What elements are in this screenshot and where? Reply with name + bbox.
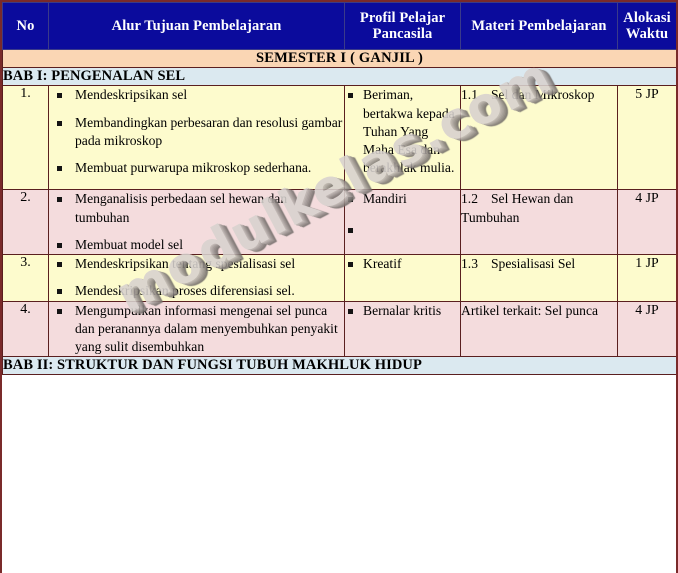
row-waktu-cell: 4 JP — [617, 189, 676, 256]
row-ppp-cell: Kreatif — [344, 254, 461, 302]
materi-text: Sel Hewan dan Tumbuhan — [461, 191, 574, 225]
row-waktu-cell: 5 JP — [617, 85, 676, 191]
row-ppp-cell: Beriman, bertakwa kepada Tuhan Yang Maha… — [344, 85, 461, 191]
list-item: Membandingkan perbesaran dan resolusi ga… — [49, 114, 344, 150]
list-item: Kreatif — [345, 255, 460, 273]
list-item: Mendeskripsikan proses diferensiasi sel. — [49, 282, 344, 300]
row-materi-cell: 1.3 Spesialisasi Sel — [460, 254, 618, 302]
materi-entry: 1.2 Sel Hewan dan Tumbuhan — [461, 190, 617, 227]
ppp-bullet-list: Bernalar kritis — [345, 302, 460, 320]
materi-entry: Artikel terkait: Sel punca — [461, 302, 617, 320]
ppp-bullet-list: Mandiri — [345, 190, 460, 233]
table-row: 3. Mendeskripsikan tentang spesialisasi … — [2, 254, 676, 302]
list-item: Mendeskripsikan tentang spesialisasi sel — [49, 255, 344, 273]
bab-1-row: BAB I: PENGENALAN SEL — [2, 67, 676, 87]
semester-band-row: SEMESTER I ( GANJIL ) — [2, 49, 676, 69]
table-header-row: No Alur Tujuan Pembelajaran Profil Pelaj… — [2, 2, 676, 51]
list-item: Bernalar kritis — [345, 302, 460, 320]
column-header-alur-tujuan-pembelajaran: Alur Tujuan Pembelajaran — [48, 2, 345, 51]
row-ppp-cell: Bernalar kritis — [344, 300, 461, 358]
list-item: Mengumpulkan informasi mengenai sel punc… — [49, 302, 344, 357]
bab-2-label: BAB II: STRUKTUR DAN FUNGSI TUBUH MAKHLU… — [2, 356, 676, 376]
column-header-no: No — [2, 2, 49, 51]
ppp-bullet-list: Kreatif — [345, 255, 460, 273]
row-waktu-cell: 4 JP — [617, 300, 676, 358]
row-number: 4. — [2, 300, 49, 358]
materi-text: Sel dan Mikroskop — [491, 87, 595, 103]
list-item: Membuat purwarupa mikroskop sederhana. — [49, 159, 344, 177]
list-item-empty — [345, 221, 460, 233]
table-row: 2. Menganalisis perbedaan sel hewan dan … — [2, 189, 676, 256]
column-header-alokasi-waktu: Alokasi Waktu — [617, 2, 676, 51]
materi-entry: 1.1 Sel dan Mikroskop — [461, 86, 617, 104]
materi-entry: 1.3 Spesialisasi Sel — [461, 255, 617, 273]
atp-bullet-list: Menganalisis perbedaan sel hewan dan tum… — [49, 190, 344, 254]
materi-number: 1.2 — [461, 191, 478, 207]
row-atp-cell: Mendeskripsikan sel Membandingkan perbes… — [48, 85, 345, 191]
atp-bullet-list: Mendeskripsikan sel Membandingkan perbes… — [49, 86, 344, 177]
row-ppp-cell: Mandiri — [344, 189, 461, 256]
row-waktu-cell: 1 JP — [617, 254, 676, 302]
ppp-bullet-list: Beriman, bertakwa kepada Tuhan Yang Maha… — [345, 86, 460, 177]
bab-2-row: BAB II: STRUKTUR DAN FUNGSI TUBUH MAKHLU… — [2, 356, 676, 376]
row-atp-cell: Mengumpulkan informasi mengenai sel punc… — [48, 300, 345, 358]
atp-bullet-list: Mendeskripsikan tentang spesialisasi sel… — [49, 255, 344, 300]
row-materi-cell: Artikel terkait: Sel punca — [460, 300, 618, 358]
materi-text: Spesialisasi Sel — [491, 256, 576, 272]
atp-bullet-list: Mengumpulkan informasi mengenai sel punc… — [49, 302, 344, 357]
row-materi-cell: 1.1 Sel dan Mikroskop — [460, 85, 618, 191]
list-item: Beriman, bertakwa kepada Tuhan Yang Maha… — [345, 86, 460, 177]
row-atp-cell: Mendeskripsikan tentang spesialisasi sel… — [48, 254, 345, 302]
table-row: 4. Mengumpulkan informasi mengenai sel p… — [2, 300, 676, 358]
row-number: 1. — [2, 85, 49, 191]
row-atp-cell: Menganalisis perbedaan sel hewan dan tum… — [48, 189, 345, 256]
atp-table: No Alur Tujuan Pembelajaran Profil Pelaj… — [2, 2, 676, 376]
materi-text: Artikel terkait: Sel punca — [461, 302, 599, 318]
list-item: Mendeskripsikan sel — [49, 86, 344, 104]
row-number: 2. — [2, 189, 49, 256]
bab-1-label: BAB I: PENGENALAN SEL — [2, 67, 676, 87]
table-row: 1. Mendeskripsikan sel Membandingkan per… — [2, 85, 676, 191]
column-header-materi-pembelajaran: Materi Pembelajaran — [460, 2, 618, 51]
row-materi-cell: 1.2 Sel Hewan dan Tumbuhan — [460, 189, 618, 256]
row-number: 3. — [2, 254, 49, 302]
semester-band-label: SEMESTER I ( GANJIL ) — [2, 49, 676, 69]
list-item: Menganalisis perbedaan sel hewan dan tum… — [49, 190, 344, 226]
list-item: Mandiri — [345, 190, 460, 208]
materi-number: 1.3 — [461, 256, 478, 272]
column-header-profil-pelajar-pancasila: Profil Pelajar Pancasila — [344, 2, 461, 51]
materi-number: 1.1 — [461, 87, 478, 103]
list-item: Membuat model sel — [49, 236, 344, 254]
